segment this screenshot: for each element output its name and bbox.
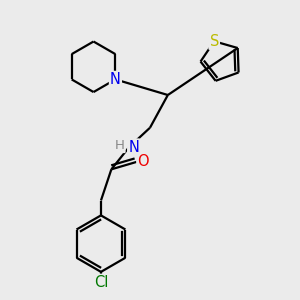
Text: O: O (137, 154, 149, 169)
Text: N: N (110, 72, 121, 87)
Text: S: S (209, 34, 219, 49)
Text: N: N (128, 140, 139, 154)
Text: Cl: Cl (94, 275, 108, 290)
Text: H: H (115, 139, 124, 152)
